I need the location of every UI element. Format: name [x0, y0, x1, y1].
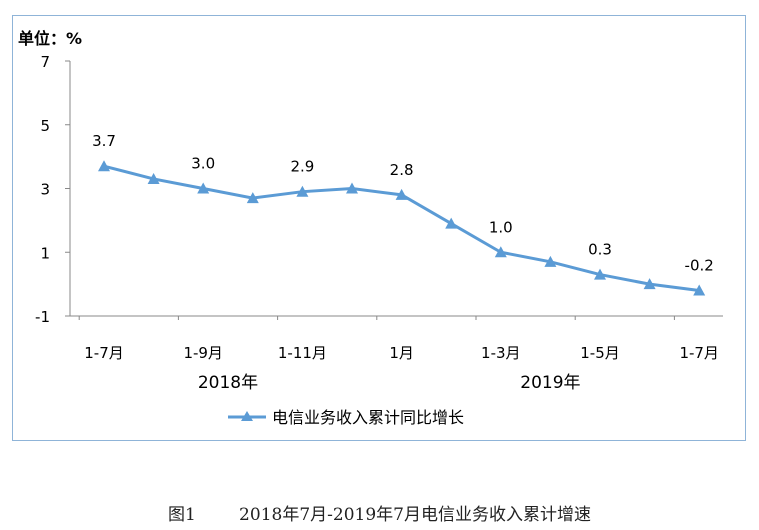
x-tick-label: 1-7月	[679, 344, 719, 362]
x-tick-label: 1月	[389, 344, 414, 362]
data-point	[494, 246, 507, 258]
y-tick-label: 3	[40, 181, 50, 199]
data-point	[296, 185, 309, 197]
data-label: 0.3	[588, 241, 612, 259]
y-tick-label: 7	[40, 53, 50, 71]
x-tick-label: 1-3月	[481, 344, 521, 362]
figure-caption: 图1 2018年7月-2019年7月电信业务收入累计增速	[168, 505, 591, 525]
year-group-label: 2018年	[198, 373, 258, 393]
x-tick-label: 1-7月	[84, 344, 124, 362]
year-group-label: 2019年	[520, 373, 580, 393]
legend-triangle-icon	[241, 411, 253, 421]
data-label: 3.0	[191, 155, 215, 173]
data-label: 2.9	[290, 158, 314, 176]
data-point	[246, 192, 259, 204]
data-point	[693, 284, 706, 296]
data-label: 2.8	[390, 161, 414, 179]
data-label: -0.2	[685, 257, 714, 275]
data-point	[98, 160, 110, 172]
data-point	[445, 217, 458, 229]
data-point	[197, 182, 210, 194]
legend-label: 电信业务收入累计同比增长	[272, 408, 464, 427]
data-point	[395, 188, 408, 200]
legend: 电信业务收入累计同比增长	[228, 408, 464, 427]
x-tick-label: 1-11月	[278, 344, 327, 362]
data-label: 1.0	[489, 218, 513, 236]
unit-label: 单位：%	[18, 29, 82, 48]
y-tick-label: 5	[40, 117, 50, 135]
x-tick-label: 1-5月	[580, 344, 620, 362]
data-label: 3.7	[92, 132, 116, 150]
chart-frame	[12, 15, 746, 441]
series-line	[103, 164, 700, 292]
data-point	[544, 255, 557, 267]
data-point	[147, 172, 160, 184]
data-point	[594, 268, 606, 280]
data-point	[346, 182, 358, 194]
data-point	[643, 278, 656, 290]
y-tick-label: 1	[40, 244, 50, 262]
x-tick-label: 1-9月	[183, 344, 223, 362]
y-tick-label: -1	[35, 308, 50, 326]
